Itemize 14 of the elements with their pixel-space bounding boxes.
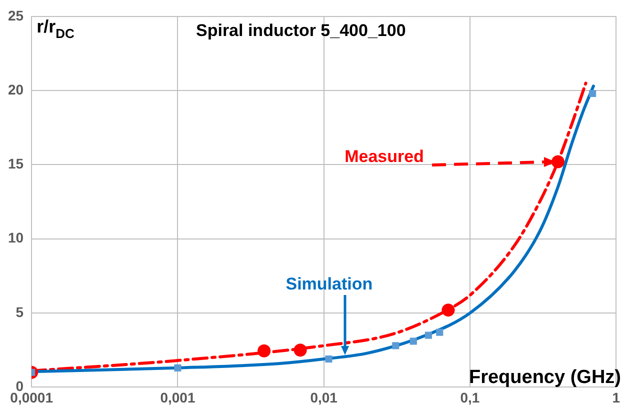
x-axis-title: Frequency (GHz) <box>468 367 621 388</box>
x-tick-label: 1 <box>612 389 620 406</box>
y-tick-label: 25 <box>8 7 24 24</box>
y-tick-label: 5 <box>16 304 24 320</box>
y-tick-label: 10 <box>8 230 24 246</box>
chart-title: Spiral inductor 5_400_100 <box>196 21 406 40</box>
y-tick-label: 15 <box>8 156 24 172</box>
y-tick-label: 20 <box>8 81 24 98</box>
annotation: Simulation <box>286 274 373 294</box>
x-tick-label: 0,1 <box>460 389 480 406</box>
x-tick-label: 0,001 <box>160 389 196 406</box>
y-tick-label: 0 <box>16 378 24 394</box>
text: Measured <box>344 146 424 166</box>
x-tick-label: 0,01 <box>310 389 338 406</box>
